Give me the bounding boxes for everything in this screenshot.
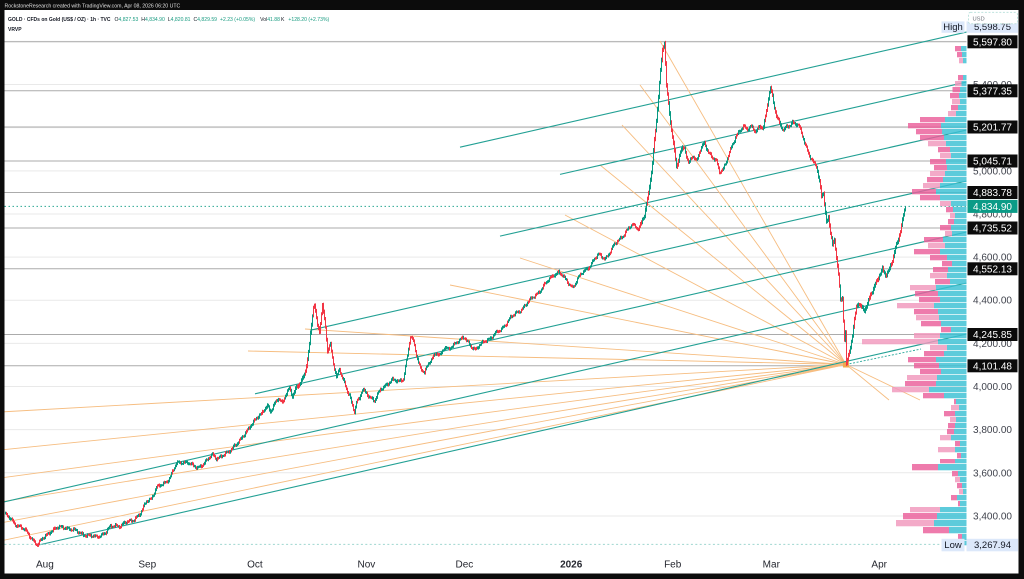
svg-text:Nov: Nov (358, 560, 376, 571)
svg-text:Apr: Apr (871, 560, 887, 571)
svg-text:GOLD · CFDs on Gold (US$ / OZ): GOLD · CFDs on Gold (US$ / OZ) · 1h · TV… (8, 17, 329, 23)
svg-text:4,600.00: 4,600.00 (973, 253, 1012, 264)
svg-text:2026: 2026 (560, 560, 583, 571)
svg-text:5,598.75: 5,598.75 (974, 22, 1011, 33)
svg-text:USD: USD (973, 16, 985, 22)
svg-text:4,101.48: 4,101.48 (973, 361, 1012, 372)
svg-text:4,245.85: 4,245.85 (973, 330, 1012, 341)
svg-text:4,200.00: 4,200.00 (973, 339, 1012, 350)
svg-text:4,400.00: 4,400.00 (973, 296, 1012, 307)
svg-text:4,883.78: 4,883.78 (973, 188, 1012, 199)
svg-text:Aug: Aug (36, 560, 54, 571)
svg-text:5,377.35: 5,377.35 (973, 86, 1012, 97)
svg-text:5,045.71: 5,045.71 (973, 157, 1012, 168)
svg-text:Feb: Feb (664, 560, 682, 571)
svg-text:3,800.00: 3,800.00 (973, 425, 1012, 436)
svg-text:Mar: Mar (763, 560, 781, 571)
svg-text:3,267.94: 3,267.94 (974, 540, 1011, 551)
svg-text:5,201.77: 5,201.77 (973, 123, 1012, 134)
svg-text:4,552.13: 4,552.13 (973, 264, 1012, 275)
svg-text:3,400.00: 3,400.00 (973, 511, 1012, 522)
svg-text:4,800.00: 4,800.00 (973, 210, 1012, 221)
svg-text:3,600.00: 3,600.00 (973, 468, 1012, 479)
svg-text:4,834.90: 4,834.90 (973, 202, 1012, 213)
svg-text:High: High (943, 22, 963, 33)
svg-text:5,000.00: 5,000.00 (973, 166, 1012, 177)
svg-text:Dec: Dec (456, 560, 474, 571)
svg-text:RockstoneResearch created with: RockstoneResearch created with TradingVi… (5, 3, 181, 9)
svg-text:4,735.52: 4,735.52 (973, 224, 1012, 235)
svg-text:VRVP: VRVP (8, 27, 22, 33)
svg-text:Oct: Oct (247, 560, 263, 571)
svg-text:Sep: Sep (138, 560, 156, 571)
svg-text:Low: Low (944, 540, 962, 551)
svg-text:5,597.80: 5,597.80 (973, 37, 1012, 48)
svg-text:4,000.00: 4,000.00 (973, 382, 1012, 393)
